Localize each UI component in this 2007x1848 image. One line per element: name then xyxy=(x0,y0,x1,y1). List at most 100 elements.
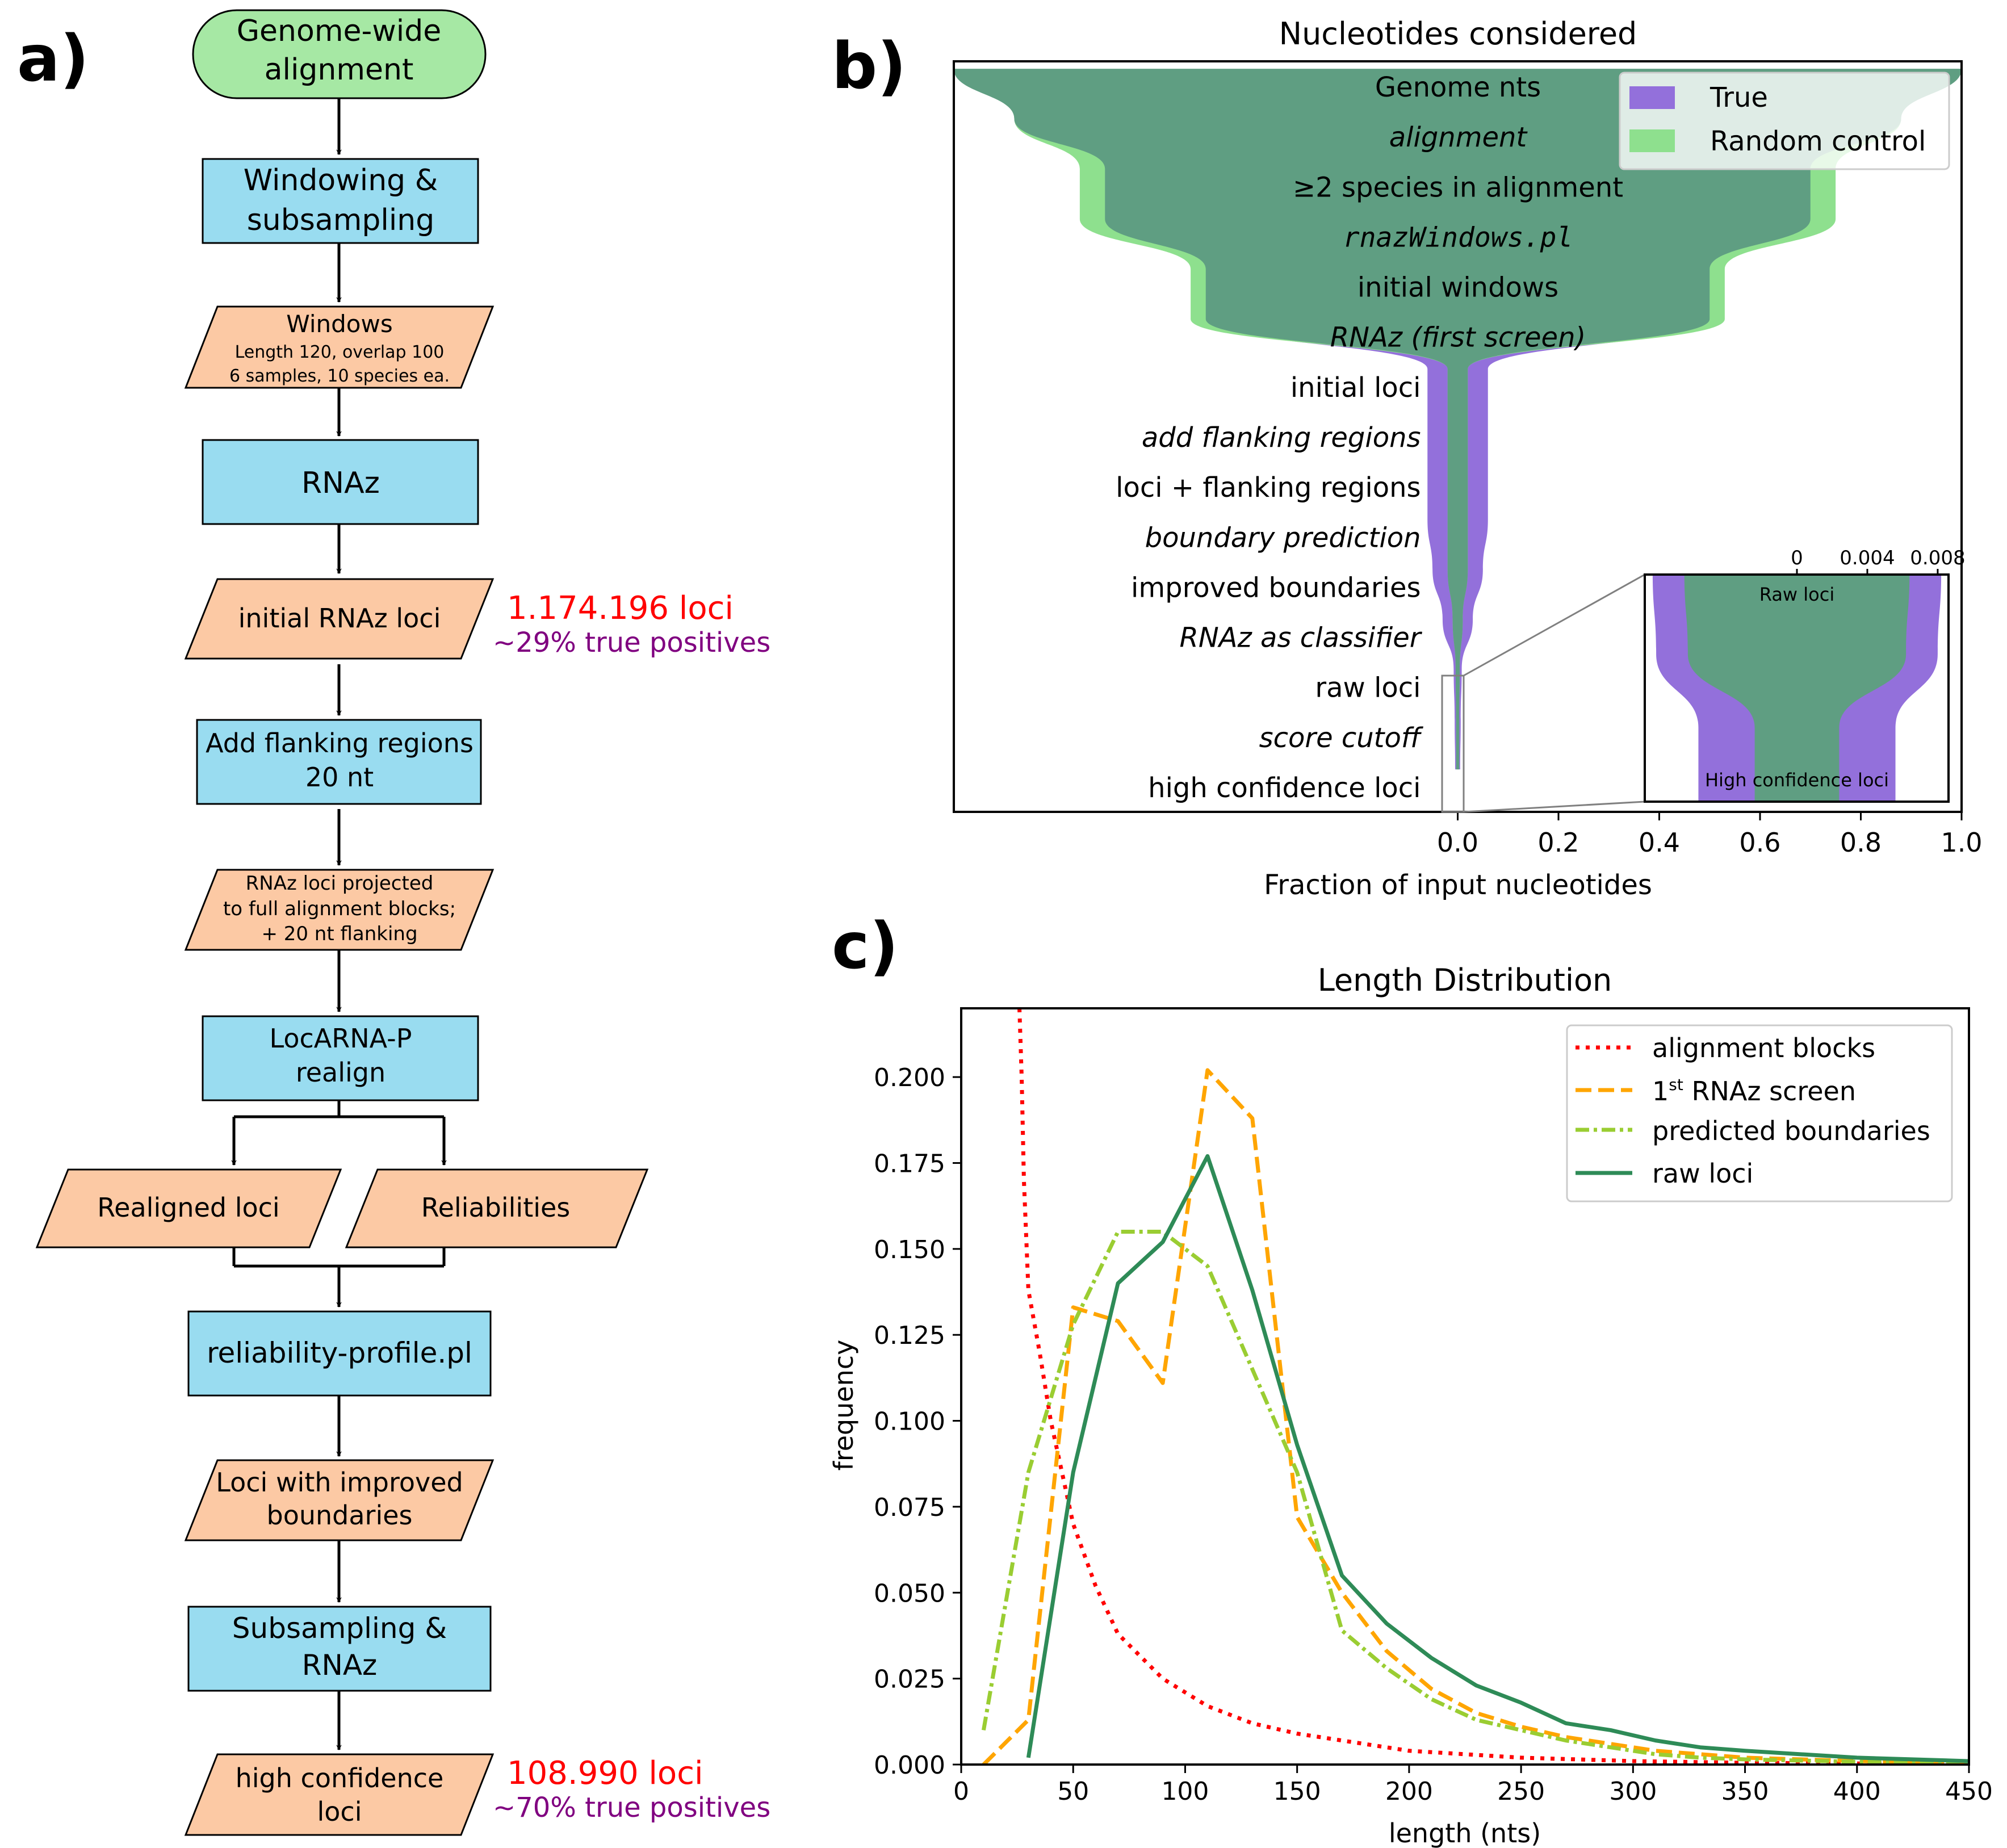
stage-label: score cutoff xyxy=(1259,722,1424,754)
y-tick-label: 0.100 xyxy=(874,1407,945,1436)
realigned-node xyxy=(35,1168,342,1248)
stage-label: raw loci xyxy=(1315,672,1421,704)
flanking-line-1: Add flanking regions xyxy=(206,728,474,759)
high-conf-tp: ~70% true positives xyxy=(493,1792,770,1824)
y-tick-label: 0.150 xyxy=(874,1235,945,1264)
stage-label: loci + flanking regions xyxy=(1116,472,1421,504)
legend-random-swatch xyxy=(1629,129,1675,152)
windowing-node xyxy=(202,158,479,244)
legend-first-screen-num: 1 xyxy=(1652,1076,1669,1107)
high-conf-count: 108.990 loci xyxy=(507,1755,703,1792)
x-tick-label: 150 xyxy=(1273,1777,1321,1806)
legend-first-screen-rest: RNAz screen xyxy=(1683,1076,1856,1107)
windows-line-1: Length 120, overlap 100 xyxy=(235,342,445,362)
legend-first-screen-label: 1st RNAz screen xyxy=(1652,1075,1856,1107)
start-line-2: alignment xyxy=(265,53,414,87)
legend-b: True Random control xyxy=(1619,72,1950,170)
x-tick-label: 0.4 xyxy=(1639,827,1680,858)
y-tick-label: 0.000 xyxy=(874,1751,945,1780)
subsampling-line-2: RNAz xyxy=(302,1649,378,1682)
funnel-chart: Genome nts alignment ≥2 species in alignme… xyxy=(953,60,1983,901)
y-tick-label: 0.075 xyxy=(874,1493,945,1522)
chart-c-title: Length Distribution xyxy=(1318,962,1612,998)
panel-label-c: c) xyxy=(832,910,899,983)
stage-label: improved boundaries xyxy=(1131,572,1421,604)
rnaz-label: RNAz xyxy=(301,466,380,500)
stage-label: RNAz (first screen) xyxy=(1330,322,1586,354)
x-tick-label: 0.6 xyxy=(1739,827,1780,858)
flanking-node xyxy=(196,719,482,805)
series-predicted-boundaries xyxy=(981,1230,1969,1765)
locarna-line-2: realign xyxy=(296,1057,386,1088)
windowing-line-2: subsampling xyxy=(247,203,435,237)
inset-tick-label: 0 xyxy=(1791,547,1803,569)
stage-label: add flanking regions xyxy=(1142,422,1421,454)
locarna-node xyxy=(202,1015,479,1101)
reliabilities-node xyxy=(345,1168,649,1248)
series-1st-rnaz-screen xyxy=(982,1068,1969,1765)
panel-label-b: b) xyxy=(832,30,906,103)
x-tick-label: 0.0 xyxy=(1437,827,1478,858)
series-alignment-blocks xyxy=(1017,1008,1969,1765)
legend-raw-label: raw loci xyxy=(1652,1158,1753,1189)
projected-line-1: RNAz loci projected xyxy=(246,872,434,895)
projected-node xyxy=(184,869,495,951)
x-tick-label: 450 xyxy=(1945,1777,1993,1806)
legend-c-frame xyxy=(1566,1024,1953,1202)
stage-label: high confidence loci xyxy=(1148,772,1421,804)
funnel-overlap-area xyxy=(954,69,1962,770)
initial-loci-label: initial RNAz loci xyxy=(238,603,441,634)
projected-line-2: to full alignment blocks; xyxy=(223,898,456,920)
initial-loci-node xyxy=(184,578,495,660)
y-tick-label: 0.200 xyxy=(874,1063,945,1092)
flanking-line-2: 20 nt xyxy=(305,762,374,793)
x-tick-label: 300 xyxy=(1609,1777,1657,1806)
legend-true-swatch xyxy=(1629,86,1675,109)
start-line-1: Genome-wide xyxy=(237,14,441,48)
x-tick-label: 0 xyxy=(953,1777,969,1806)
inset-top-label: Raw loci xyxy=(1759,584,1834,605)
improved-node xyxy=(184,1459,495,1541)
high-conf-line-1: high confidence xyxy=(236,1763,444,1793)
y-tick-label: 0.025 xyxy=(874,1665,945,1694)
windows-line-2: 6 samples, 10 species ea. xyxy=(229,366,450,386)
chart-b-title: Nucleotides considered xyxy=(1279,16,1637,52)
zoom-region xyxy=(1441,674,1465,813)
projected-line-3: + 20 nt flanking xyxy=(261,923,417,945)
legend-b-frame xyxy=(1619,72,1950,170)
inset-overlap-area xyxy=(1684,575,1910,802)
inset-bottom-label: High confidence loci xyxy=(1705,769,1889,791)
stage-label: Genome nts xyxy=(1375,72,1541,103)
legend-true-label: True xyxy=(1709,82,1768,114)
zoom-line-bottom xyxy=(1463,801,1645,813)
improved-line-1: Loci with improved xyxy=(216,1467,463,1498)
stage-label: rnazWindows.pl xyxy=(1343,221,1573,253)
length-frame xyxy=(960,1007,1970,1766)
chart-c-xlabel: length (nts) xyxy=(1389,1818,1541,1848)
initial-loci-count: 1.174.196 loci xyxy=(507,590,734,627)
windowing-line-1: Windowing & xyxy=(244,164,438,198)
flowchart: Genome-wide alignment Windowing & subsam… xyxy=(35,9,770,1836)
locarna-line-1: LocARNA-P xyxy=(270,1023,412,1054)
subsampling-node xyxy=(187,1606,492,1692)
panel-label-a: a) xyxy=(17,22,89,96)
inset-tick-label: 0.008 xyxy=(1910,547,1965,569)
profile-label: reliability-profile.pl xyxy=(207,1336,472,1369)
initial-loci-tp: ~29% true positives xyxy=(493,627,770,659)
x-tick-label: 250 xyxy=(1497,1777,1545,1806)
x-tick-label: 400 xyxy=(1833,1777,1881,1806)
legend-predicted-label: predicted boundaries xyxy=(1652,1116,1930,1146)
legend-first-screen-sup: st xyxy=(1669,1075,1683,1094)
inset-tick-label: 0.004 xyxy=(1840,547,1895,569)
windows-title: Windows xyxy=(286,310,392,338)
x-tick-label: 0.8 xyxy=(1840,827,1882,858)
zoom-line-top xyxy=(1463,573,1645,677)
stage-label: alignment xyxy=(1389,121,1528,153)
x-tick-label: 1.0 xyxy=(1941,827,1982,858)
inset-chart: 0 0.004 0.008 Raw loci High confidence loc… xyxy=(1644,547,1966,803)
y-tick-label: 0.050 xyxy=(874,1579,945,1608)
x-tick-label: 100 xyxy=(1161,1777,1209,1806)
stage-label: initial loci xyxy=(1290,372,1421,404)
y-tick-label: 0.175 xyxy=(874,1149,945,1178)
